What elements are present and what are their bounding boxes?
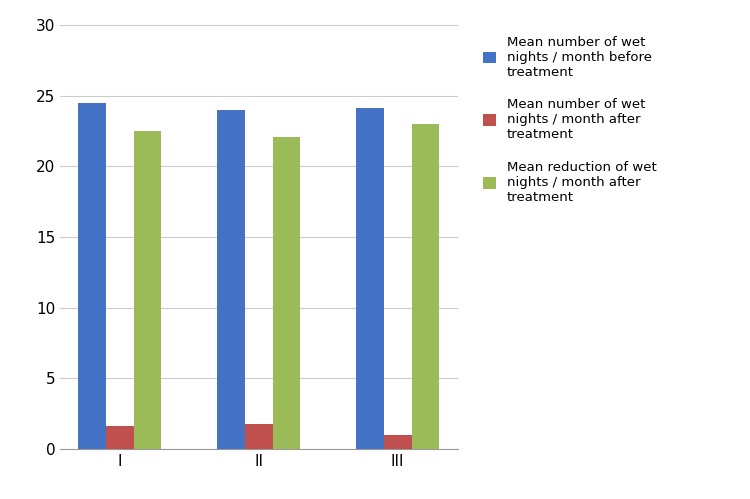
Bar — [106, 427, 134, 449]
Bar — [244, 424, 273, 449]
Bar — [134, 131, 161, 449]
Bar — [273, 137, 301, 449]
Bar — [217, 110, 244, 449]
Bar — [412, 124, 440, 449]
Bar — [78, 103, 106, 449]
Legend: Mean number of wet
nights / month before
treatment, Mean number of wet
nights / : Mean number of wet nights / month before… — [479, 31, 661, 208]
Bar — [384, 435, 412, 449]
Bar — [356, 108, 384, 449]
